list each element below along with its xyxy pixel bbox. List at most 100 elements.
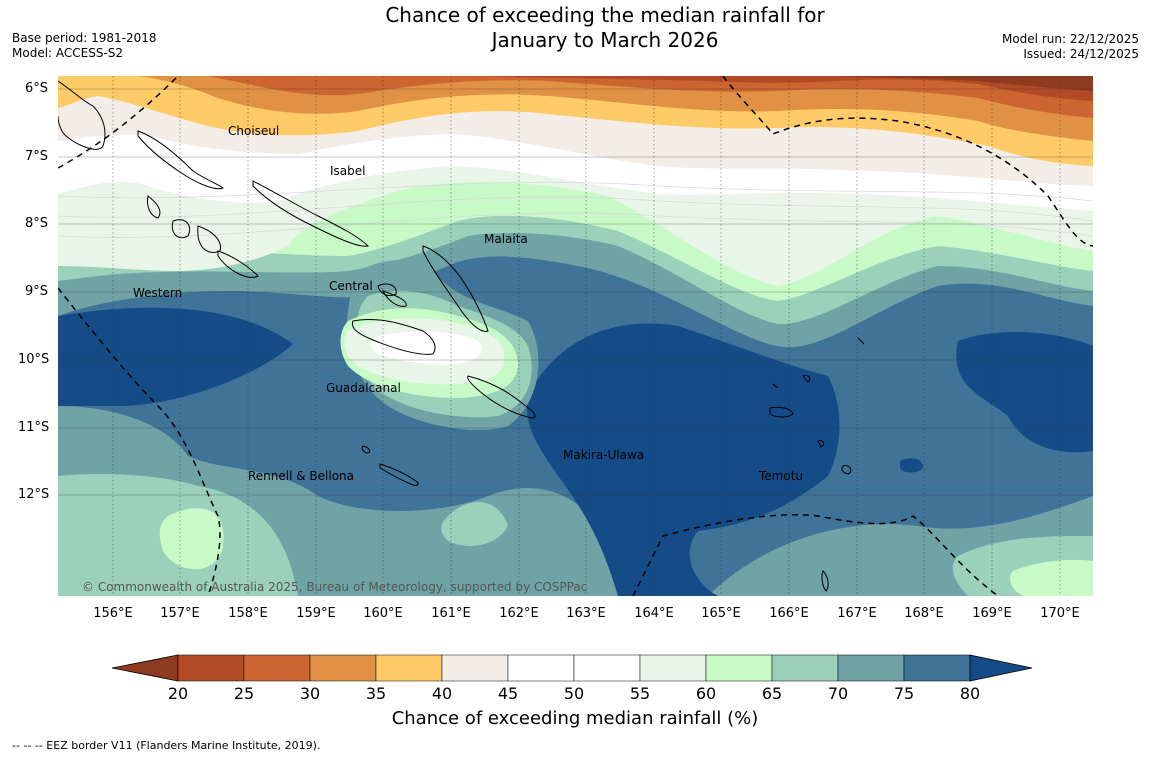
colorbar-extend-high	[969, 654, 1033, 682]
lon-label-159e: 159°E	[296, 606, 336, 621]
lon-label-164e: 164°E	[634, 606, 674, 621]
colorbar-cell	[243, 654, 311, 682]
colorbar-cells	[112, 654, 1033, 682]
colorbar-tick-label: 65	[761, 684, 783, 703]
colorbar-tick-label: 60	[695, 684, 717, 703]
colorbar-tick-label: 45	[497, 684, 519, 703]
model-run: Model run: 22/12/2025	[1001, 32, 1139, 46]
meta-right: Model run: 22/12/2025 Issued: 24/12/2025	[1002, 32, 1139, 62]
fill-50-55-guadalcanal	[370, 331, 482, 365]
map-svg	[58, 76, 1093, 596]
colorbar-cell	[177, 654, 245, 682]
title-line-2: January to March 2026	[491, 28, 719, 52]
contour-fills	[58, 76, 1093, 596]
eez-north	[722, 76, 1093, 247]
copyright-notice: © Commonwealth of Australia 2025, Bureau…	[82, 580, 588, 594]
lon-label-163e: 163°E	[566, 606, 606, 621]
fill-25-30-north	[208, 76, 1093, 118]
lon-label-168e: 168°E	[904, 606, 944, 621]
santa-cruz-coast	[769, 375, 852, 475]
colorbar-tick-label: 35	[365, 684, 387, 703]
latitude-lines	[58, 88, 1093, 496]
temotu-small-coast	[772, 337, 865, 592]
issued-date: Issued: 24/12/2025	[1023, 47, 1139, 61]
chart-title: Chance of exceeding the median rainfall …	[300, 3, 910, 53]
region-label-choiseul: Choiseul	[228, 124, 280, 138]
lon-label-157e: 157°E	[160, 606, 200, 621]
colorbar-cell	[309, 654, 377, 682]
lat-label-9s: 9°S	[24, 284, 48, 299]
fill-80-small	[900, 458, 924, 473]
graticule	[112, 76, 1061, 596]
meta-left: Base period: 1981-2018 Model: ACCESS-S2	[12, 31, 157, 61]
lon-label-161e: 161°E	[431, 606, 471, 621]
lat-label-8s: 8°S	[24, 216, 48, 231]
fill-65-70-south-center	[441, 502, 508, 546]
lon-label-167e: 167°E	[837, 606, 877, 621]
isabel-coast	[252, 180, 370, 247]
fill-80-east	[956, 331, 1093, 453]
lon-label-170e: 170°E	[1040, 606, 1080, 621]
colorbar-cell	[771, 654, 839, 682]
colorbar-label: Chance of exceeding median rainfall (%)	[391, 708, 759, 729]
lon-label-156e: 156°E	[93, 606, 133, 621]
colorbar-cell	[573, 654, 641, 682]
colorbar-tick-label: 20	[167, 684, 189, 703]
colorbar-cell	[837, 654, 905, 682]
fill-80-center	[527, 323, 840, 596]
fill-60-65-southeast	[1010, 559, 1093, 596]
lon-label-165e: 165°E	[701, 606, 741, 621]
lat-label-10s: 10°S	[18, 352, 50, 367]
region-label-isabel: Isabel	[330, 164, 366, 178]
colorbar-cell	[441, 654, 509, 682]
region-label-makira-ulawa: Makira-Ulawa	[563, 448, 645, 462]
guadalcanal-coast	[351, 318, 436, 355]
colorbar-cell	[639, 654, 707, 682]
choiseul-coast	[137, 130, 224, 190]
makira-coast	[467, 375, 536, 419]
rainfall-map	[58, 76, 1093, 596]
eez-borders	[58, 76, 1093, 596]
lat-label-11s: 11°S	[18, 420, 50, 435]
region-label-rennell-bellona: Rennell & Bellona	[248, 469, 355, 483]
base-period: Base period: 1981-2018	[12, 31, 157, 45]
colorbar-tick-label: 40	[431, 684, 453, 703]
colorbar-cell	[375, 654, 443, 682]
rennell-coast	[361, 445, 419, 486]
western-islands-coast	[147, 195, 259, 278]
colorbar-cell	[507, 654, 575, 682]
lon-label-166e: 166°E	[769, 606, 809, 621]
colorbar-tick-label: 30	[299, 684, 321, 703]
lon-label-160e: 160°E	[363, 606, 403, 621]
malaita-coast	[422, 245, 489, 332]
eez-footnote: -- -- -- EEZ border V11 (Flanders Marine…	[12, 739, 321, 752]
coastlines	[58, 80, 865, 592]
region-label-central: Central	[329, 279, 373, 293]
lat-label-12s: 12°S	[18, 487, 50, 502]
lon-label-162e: 162°E	[499, 606, 539, 621]
colorbar-cell	[903, 654, 971, 682]
bougainville-coast	[58, 80, 106, 150]
model-name: Model: ACCESS-S2	[12, 46, 124, 60]
title-line-1: Chance of exceeding the median rainfall …	[385, 3, 825, 27]
lon-label-169e: 169°E	[972, 606, 1012, 621]
lat-label-6s: 6°S	[24, 81, 48, 96]
eez-west	[58, 287, 221, 596]
region-label-guadalcanal: Guadalcanal	[326, 381, 401, 395]
central-islands-coast	[377, 283, 407, 307]
colorbar-tick-label: 75	[893, 684, 915, 703]
colorbar-tick-label: 70	[827, 684, 849, 703]
lat-label-7s: 7°S	[24, 149, 48, 164]
fill-80-west	[58, 307, 293, 406]
eez-south	[632, 513, 999, 596]
eez-northwest	[58, 76, 179, 169]
colorbar	[112, 654, 1033, 682]
colorbar-tick-label: 55	[629, 684, 651, 703]
fill-60-65-southwest	[159, 508, 224, 570]
colorbar-tick-label: 50	[563, 684, 585, 703]
colorbar-cell	[705, 654, 773, 682]
colorbar-extend-low	[112, 654, 179, 682]
region-label-malaita: Malaita	[484, 232, 528, 246]
region-label-western: Western	[133, 286, 183, 300]
lon-label-158e: 158°E	[228, 606, 268, 621]
